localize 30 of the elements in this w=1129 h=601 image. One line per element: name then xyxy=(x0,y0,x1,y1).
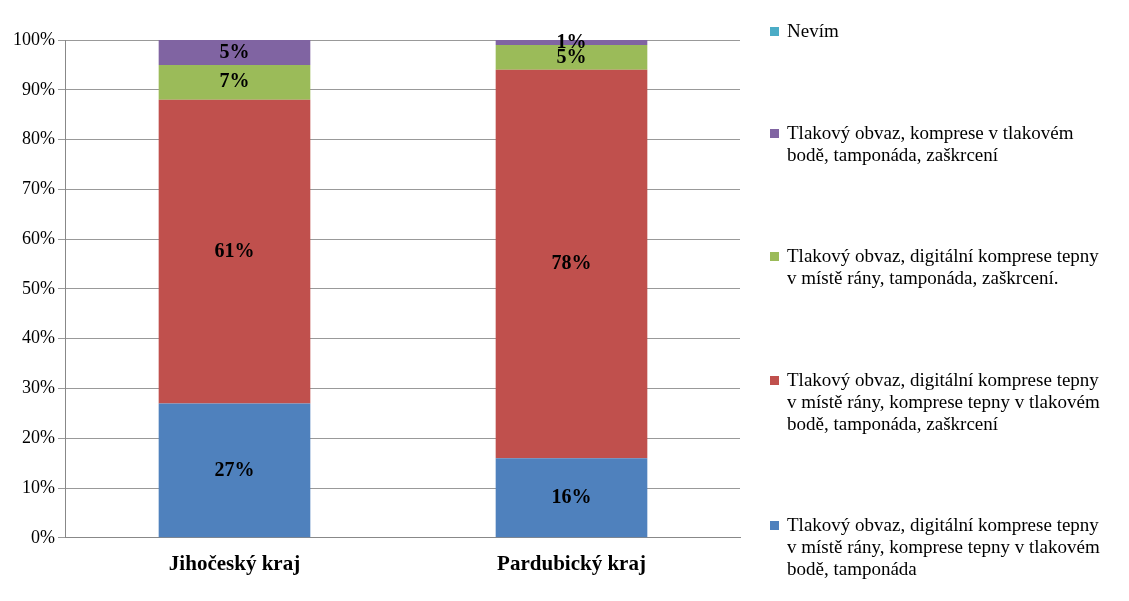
legend-label: Tlakový obvaz, digitální komprese tepny v místě rány, komprese tepny v tlakovém bodě, tamponáda, zaškrcení xyxy=(787,368,1101,435)
data-label: 61% xyxy=(214,238,255,261)
y-tick-label: 70% xyxy=(21,178,55,199)
data-label: 27% xyxy=(214,457,255,480)
data-label: 16% xyxy=(551,484,592,507)
bar xyxy=(495,69,648,459)
legend-label: Nevím xyxy=(787,20,839,42)
bar xyxy=(158,403,311,538)
y-tick-label: 80% xyxy=(21,128,55,149)
bar xyxy=(495,458,648,538)
x-tick-label: Pardubický kraj xyxy=(497,550,646,575)
data-label: 5% xyxy=(219,39,250,62)
y-tick-label: 50% xyxy=(21,277,55,298)
legend-label: Tlakový obvaz, komprese v tlakovém bodě, tamponáda, zaškrcení xyxy=(787,121,1075,166)
legend-label: Tlakový obvaz, digitální komprese tepny v místě rány, tamponáda, zaškrcení. xyxy=(787,245,1100,289)
y-tick-label: 40% xyxy=(21,327,55,348)
bar xyxy=(158,99,311,404)
y-tick-label: 100% xyxy=(12,28,55,49)
y-tick-label: 0% xyxy=(30,526,55,547)
bar xyxy=(158,40,311,65)
y-tick-label: 60% xyxy=(21,227,55,248)
legend-label: Tlakový obvaz, digitální komprese tepny v místě rány, komprese tepny v tlakovém bodě, tamponáda xyxy=(787,514,1101,580)
x-tick-label: Jihočeský kraj xyxy=(168,550,301,575)
data-label: 7% xyxy=(219,69,250,92)
y-tick-label: 20% xyxy=(21,426,55,447)
y-tick-label: 10% xyxy=(21,476,55,497)
bar xyxy=(158,64,311,100)
y-tick-label: 90% xyxy=(21,78,55,99)
y-tick-label: 30% xyxy=(21,377,55,398)
data-label: 78% xyxy=(551,251,592,274)
